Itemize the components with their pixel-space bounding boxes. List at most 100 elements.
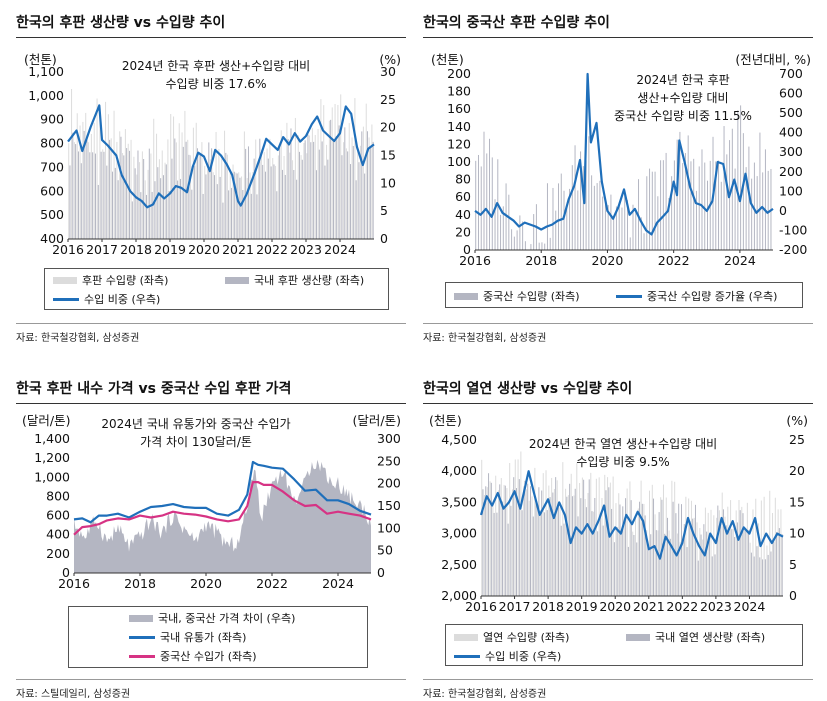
bar [632,204,634,250]
bar [609,482,611,596]
bar [232,164,234,239]
bar [649,490,650,596]
bar [546,183,548,250]
legend-swatch [454,654,480,658]
right-tick-label: 15 [789,494,805,509]
bar [260,149,262,239]
left-tick-label: 400 [40,231,64,246]
legend-swatch [129,635,155,639]
legend-item: 수입 비중 (우측) [53,291,160,307]
bar [277,155,279,239]
bar [136,174,138,239]
legend-item: 국내, 중국산 가격 차이 (우측) [129,610,295,626]
x-tick-label: 2023 [290,242,322,257]
bar [160,178,162,239]
bar [629,237,631,250]
line-series [479,470,784,560]
bar [626,488,628,596]
bar [150,153,152,239]
x-tick-label: 2024 [734,599,766,614]
bar [552,492,554,596]
bar [229,169,231,239]
x-tick-label: 2020 [190,576,222,591]
bar [167,139,169,239]
bar [334,104,336,240]
bar [615,206,617,250]
bar [510,505,512,596]
bar [503,484,505,596]
bar [654,171,656,250]
right-tick-label: 700 [779,66,803,81]
bar [748,530,750,596]
bar [602,525,604,596]
bar [640,217,642,250]
right-tick-label: 0 [377,565,385,580]
chart-annotation: 중국산 수입량 비중 11.5% [614,109,752,123]
bar [636,542,638,596]
chart-annotation: 2024년 국내 유통가와 중국산 수입가 [101,417,290,431]
left-tick-label: 60 [455,189,471,204]
legend-swatch [454,292,478,300]
bar [595,478,597,596]
bar [632,531,634,596]
bar [307,134,309,239]
bar [224,130,226,239]
bar [718,510,720,596]
bar [213,175,215,239]
bar [188,154,190,239]
bar [355,180,357,239]
bar [133,156,135,239]
bar [483,131,485,250]
bar [608,487,610,596]
bar [358,162,360,239]
bar [621,529,623,596]
bar [703,524,705,596]
bar [216,184,218,239]
bar [372,141,374,239]
bar [711,556,713,596]
bar [665,152,667,250]
bar [242,189,244,239]
bar [745,167,747,250]
chart-annotation: 수입량 비중 17.6% [166,77,267,91]
bar [498,490,499,596]
bar [297,135,299,239]
chart-source: 자료: 한국철강협회, 삼성증권 [423,689,547,700]
bar [250,193,252,239]
bar [89,152,91,239]
bar [332,138,334,239]
right-tick-label: 5 [789,557,797,572]
bar [127,143,129,239]
bar [301,159,303,239]
bar [323,105,325,239]
bar [627,546,629,596]
bar [330,119,332,239]
bar [71,88,73,239]
bar [489,481,491,596]
bar [204,165,206,239]
right-tick-label: 5 [380,203,388,218]
bar [518,479,520,596]
title-rule [423,37,813,38]
bar [660,497,662,596]
bar [644,515,646,596]
bar [492,503,494,596]
left-tick-label: 140 [447,119,471,134]
legend-label: 중국산 수입량 (좌측) [483,290,580,303]
chart-title: 한국 후판 내수 가격 vs 중국산 수입 후판 가격 [16,381,292,397]
bar [579,482,581,596]
x-tick-label: 2019 [154,242,186,257]
bar [693,158,695,250]
bar [86,136,88,239]
bar [110,138,112,239]
bar [205,174,207,239]
bar [360,145,362,239]
left-tick-label: 4,500 [441,432,477,447]
bar [544,243,546,250]
bar [79,125,81,239]
legend-item: 수입 비중 (우측) [454,648,561,664]
x-tick-label: 2021 [633,599,665,614]
bar [684,153,686,250]
bar [637,508,639,596]
left-tick-label: 900 [40,112,64,127]
